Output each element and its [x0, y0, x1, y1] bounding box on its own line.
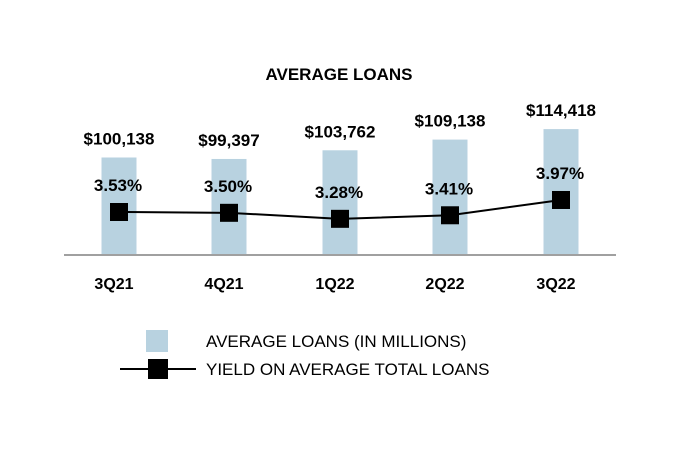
- legend-swatch-bars: [146, 330, 168, 352]
- bar: [432, 139, 468, 254]
- legend-label-line: YIELD ON AVERAGE TOTAL LOANS: [206, 360, 489, 379]
- chart-title: AVERAGE LOANS: [265, 65, 412, 84]
- yield-marker: [441, 206, 459, 225]
- yield-value-label: 3.41%: [425, 179, 473, 198]
- yield-value-label: 3.53%: [94, 176, 142, 195]
- yield-marker: [110, 203, 128, 221]
- yield-value-label: 3.50%: [204, 177, 252, 196]
- bar-value-label: $103,762: [305, 122, 376, 141]
- yield-marker: [331, 209, 349, 228]
- bar: [322, 150, 358, 254]
- legend-marker: [148, 359, 168, 379]
- x-tick-label: 3Q22: [536, 276, 575, 293]
- bar-value-label: $114,418: [526, 101, 596, 120]
- x-tick-label: 2Q22: [425, 276, 464, 293]
- x-tick-label: 3Q21: [94, 276, 133, 293]
- yield-marker: [552, 190, 570, 209]
- x-tick-label: 1Q22: [315, 276, 354, 293]
- yield-value-label: 3.28%: [315, 183, 363, 202]
- yield-value-label: 3.97%: [536, 164, 584, 183]
- x-tick-label: 4Q21: [204, 276, 243, 293]
- bar-value-label: $109,138: [415, 112, 486, 131]
- legend-label-bars: AVERAGE LOANS (IN MILLIONS): [206, 332, 466, 351]
- bar-value-label: $100,138: [84, 129, 155, 148]
- legend: AVERAGE LOANS (IN MILLIONS) YIELD ON AVE…: [120, 330, 489, 379]
- yield-marker: [220, 203, 238, 222]
- bar-value-label: $99,397: [198, 131, 259, 150]
